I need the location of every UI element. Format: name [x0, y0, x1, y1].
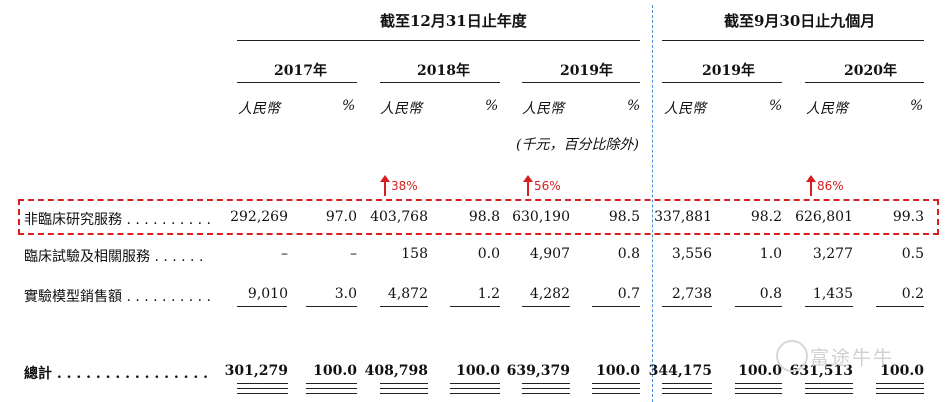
cell-total-2019-rmb: 639,379: [506, 363, 570, 379]
year-rule-2020-9m: [805, 82, 924, 83]
year-2020-9m: 2020年: [844, 63, 897, 79]
cell-row1-2019-pct: 0.8: [617, 246, 640, 262]
growth-arrow-2018: 38%: [380, 175, 430, 197]
year-rule-2017: [237, 82, 357, 83]
growth-label-2018: 38%: [391, 179, 418, 193]
cell-row1-2020-9m-pct: 0.5: [901, 246, 924, 262]
year-rule-2019: [522, 82, 640, 83]
arrow-up-icon: [523, 175, 533, 182]
watermark-logo: [776, 340, 808, 372]
header-fiscal-years: 截至12月31日止年度: [380, 12, 527, 30]
unit-rmb-2019: 人民幣: [522, 101, 564, 117]
cell-row1-2017-pct: –: [350, 246, 357, 262]
cell-row1-2020-9m-rmb: 3,277: [812, 246, 853, 262]
unit-pct-2019: %: [627, 98, 641, 114]
cell-total-2018-pct: 100.0: [456, 363, 500, 379]
row-label-clinical: 臨床試驗及相關服務 . . . . . .: [24, 249, 204, 265]
cell-row1-2019-9m-pct: 1.0: [759, 246, 782, 262]
unit-note: (千元，百分比除外): [516, 137, 639, 153]
arrow-up-icon: [380, 175, 390, 182]
unit-rmb-2018: 人民幣: [380, 101, 422, 117]
cell-total-2017-rmb: 301,279: [224, 363, 288, 379]
cell-row1-2018-pct: 0.0: [477, 246, 500, 262]
cell-row0-2019-9m-rmb: 337,881: [654, 209, 712, 225]
unit-pct-2019-9m: %: [769, 98, 783, 114]
arrow-up-icon: [806, 175, 816, 182]
year-2017: 2017年: [274, 63, 327, 79]
unit-pct-2018: %: [485, 98, 499, 114]
unit-pct-2017: %: [342, 98, 356, 114]
cell-row0-2019-pct: 98.5: [608, 209, 640, 225]
header-rule-1: [237, 40, 640, 41]
year-2018: 2018年: [417, 63, 470, 79]
cell-row1-2019-rmb: 4,907: [529, 246, 570, 262]
cell-row0-2017-pct: 97.0: [325, 209, 357, 225]
cell-total-2019-pct: 100.0: [596, 363, 640, 379]
row-label-nonclinical: 非臨床研究服務 . . . . . . . . . .: [24, 212, 212, 228]
cell-row0-2020-9m-rmb: 626,801: [795, 209, 853, 225]
cell-row0-2020-9m-pct: 99.3: [892, 209, 924, 225]
cell-total-2017-pct: 100.0: [313, 363, 357, 379]
year-rule-2018: [380, 82, 500, 83]
growth-arrow-2020: 86%: [806, 175, 856, 197]
cell-row2-2020-9m-pct: 0.2: [901, 286, 924, 302]
cell-row1-2018-rmb: 158: [401, 246, 428, 262]
cell-total-2018-rmb: 408,798: [364, 363, 428, 379]
growth-label-2019: 56%: [534, 179, 561, 193]
cell-row2-2017-rmb: 9,010: [247, 286, 288, 302]
year-2019-9m: 2019年: [702, 63, 755, 79]
unit-pct-2020-9m: %: [910, 98, 924, 114]
growth-arrow-2019: 56%: [523, 175, 573, 197]
highlight-box: [18, 199, 939, 235]
row-label-models: 實驗模型銷售額 . . . . . . . . . .: [24, 289, 212, 305]
cell-row0-2017-rmb: 292,269: [230, 209, 288, 225]
header-nine-months: 截至9月30日止九個月: [724, 12, 876, 30]
cell-total-2019-9m-pct: 100.0: [738, 363, 782, 379]
unit-rmb-2017: 人民幣: [238, 101, 280, 117]
cell-row0-2018-rmb: 403,768: [370, 209, 428, 225]
cell-row1-2019-9m-rmb: 3,556: [671, 246, 712, 262]
cell-total-2020-9m-rmb: 631,513: [789, 363, 853, 379]
cell-row0-2019-9m-pct: 98.2: [750, 209, 782, 225]
growth-label-2020: 86%: [817, 179, 844, 193]
cell-row2-2019-rmb: 4,282: [529, 286, 570, 302]
cell-row2-2019-9m-rmb: 2,738: [671, 286, 712, 302]
row-label-total: 總計 . . . . . . . . . . . . . . . .: [24, 366, 208, 382]
cell-row2-2020-9m-rmb: 1,435: [812, 286, 853, 302]
cell-row2-2018-pct: 1.2: [477, 286, 500, 302]
watermark-text: 富途牛牛: [810, 347, 895, 369]
cell-total-2019-9m-rmb: 344,175: [648, 363, 712, 379]
cell-row0-2018-pct: 98.8: [468, 209, 500, 225]
unit-rmb-2019-9m: 人民幣: [664, 101, 706, 117]
year-rule-2019-9m: [662, 82, 782, 83]
cell-row2-2018-rmb: 4,872: [387, 286, 428, 302]
unit-rmb-2020-9m: 人民幣: [806, 101, 848, 117]
cell-row1-2017-rmb: –: [281, 246, 288, 262]
cell-total-2020-9m-pct: 100.0: [880, 363, 924, 379]
cell-row0-2019-rmb: 630,190: [512, 209, 570, 225]
period-divider: [652, 5, 653, 402]
cell-row2-2019-pct: 0.7: [617, 286, 640, 302]
header-rule-2: [662, 40, 924, 41]
year-2019: 2019年: [560, 63, 613, 79]
cell-row2-2019-9m-pct: 0.8: [759, 286, 782, 302]
cell-row2-2017-pct: 3.0: [334, 286, 357, 302]
